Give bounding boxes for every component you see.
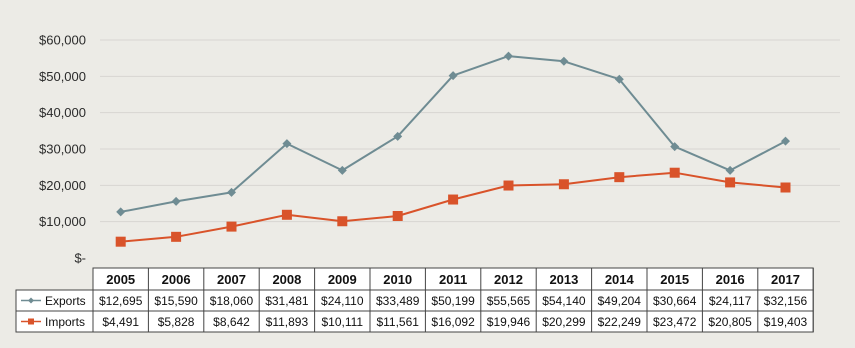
grid bbox=[100, 39, 840, 223]
data-point-exports bbox=[725, 165, 735, 175]
data-label-imports: $23,472 bbox=[653, 315, 697, 329]
data-label-imports: $22,249 bbox=[598, 315, 642, 329]
data-label-exports: $24,110 bbox=[321, 294, 364, 308]
x-tick-label: 2012 bbox=[494, 272, 523, 287]
data-point-exports bbox=[337, 165, 347, 175]
data-point-imports bbox=[281, 209, 292, 220]
y-tick-label: $40,000 bbox=[39, 105, 86, 120]
x-tick-label: 2017 bbox=[771, 272, 800, 287]
data-label-exports: $24,117 bbox=[709, 294, 752, 308]
data-point-imports bbox=[558, 179, 569, 190]
data-point-imports bbox=[226, 221, 237, 232]
x-tick-label: 2011 bbox=[439, 272, 467, 287]
data-label-imports: $10,111 bbox=[321, 315, 363, 329]
x-tick-label: 2016 bbox=[716, 272, 745, 287]
data-label-exports: $32,156 bbox=[764, 294, 808, 308]
data-table: 2005 2006 2007 2008 2009 2010 2011 2012 2013 2014… bbox=[15, 267, 814, 333]
data-label-exports: $15,590 bbox=[154, 294, 198, 308]
data-label-exports: $18,060 bbox=[210, 294, 254, 308]
legend-key-marker bbox=[28, 297, 34, 304]
data-point-imports bbox=[503, 180, 514, 191]
data-point-exports bbox=[781, 136, 790, 146]
y-axis-ticks: $- $10,000 $20,000 $30,000 $40,000 $50,000 $60… bbox=[39, 33, 86, 266]
data-point-exports bbox=[116, 207, 126, 217]
y-tick-label: $50,000 bbox=[39, 69, 86, 84]
y-tick-label: $30,000 bbox=[39, 142, 86, 157]
data-label-imports: $19,946 bbox=[487, 315, 531, 329]
x-tick-label: 2006 bbox=[162, 272, 191, 287]
data-point-exports bbox=[282, 139, 292, 149]
y-tick-label: $10,000 bbox=[39, 214, 86, 229]
data-point-imports bbox=[669, 167, 680, 178]
legend-label-imports: Imports bbox=[45, 315, 85, 329]
x-tick-label: 2007 bbox=[217, 272, 246, 287]
data-label-imports: $16,092 bbox=[431, 315, 475, 329]
series-lines bbox=[115, 51, 791, 247]
data-point-exports bbox=[614, 74, 624, 84]
data-label-exports: $55,565 bbox=[487, 294, 531, 308]
y-tick-label: $20,000 bbox=[39, 178, 86, 193]
x-tick-label: 2015 bbox=[660, 272, 689, 287]
data-label-exports: $31,481 bbox=[265, 294, 309, 308]
data-label-exports: $49,204 bbox=[598, 294, 642, 308]
x-tick-label: 2008 bbox=[272, 272, 301, 287]
data-point-imports bbox=[780, 182, 791, 193]
data-label-imports: $11,561 bbox=[376, 315, 419, 329]
x-tick-label: 2009 bbox=[328, 272, 357, 287]
data-point-exports bbox=[393, 131, 403, 141]
data-point-exports bbox=[670, 142, 680, 152]
data-label-imports: $4,491 bbox=[102, 315, 139, 329]
data-label-imports: $11,893 bbox=[266, 315, 309, 329]
data-point-exports bbox=[227, 187, 236, 197]
data-label-imports: $20,805 bbox=[708, 315, 752, 329]
data-label-imports: $20,299 bbox=[542, 315, 586, 329]
data-point-imports bbox=[337, 216, 348, 227]
legend-label-exports: Exports bbox=[45, 294, 86, 308]
data-label-imports: $8,642 bbox=[213, 315, 250, 329]
x-tick-label: 2010 bbox=[383, 272, 412, 287]
data-point-exports bbox=[171, 196, 181, 206]
series-line-imports bbox=[120, 171, 786, 243]
data-label-imports: $19,403 bbox=[764, 315, 808, 329]
data-label-exports: $50,199 bbox=[431, 294, 475, 308]
data-point-imports bbox=[614, 172, 625, 183]
x-tick-label: 2013 bbox=[549, 272, 578, 287]
data-label-exports: $30,664 bbox=[653, 294, 697, 308]
data-point-imports bbox=[115, 236, 126, 247]
data-label-exports: $12,695 bbox=[99, 294, 143, 308]
data-label-imports: $5,828 bbox=[158, 315, 195, 329]
y-tick-label: $60,000 bbox=[39, 33, 86, 48]
data-point-imports bbox=[448, 194, 459, 205]
x-tick-label: 2014 bbox=[605, 272, 635, 287]
data-point-imports bbox=[392, 210, 403, 221]
data-point-exports bbox=[448, 71, 458, 81]
data-point-exports bbox=[504, 51, 513, 61]
data-point-imports bbox=[725, 177, 736, 188]
data-label-exports: $33,489 bbox=[376, 294, 420, 308]
y-tick-label: $- bbox=[74, 251, 86, 266]
legend-key-marker bbox=[28, 318, 34, 325]
data-label-exports: $54,140 bbox=[542, 294, 586, 308]
data-point-imports bbox=[171, 231, 182, 242]
data-point-exports bbox=[559, 56, 569, 66]
x-tick-label: 2005 bbox=[106, 272, 135, 287]
